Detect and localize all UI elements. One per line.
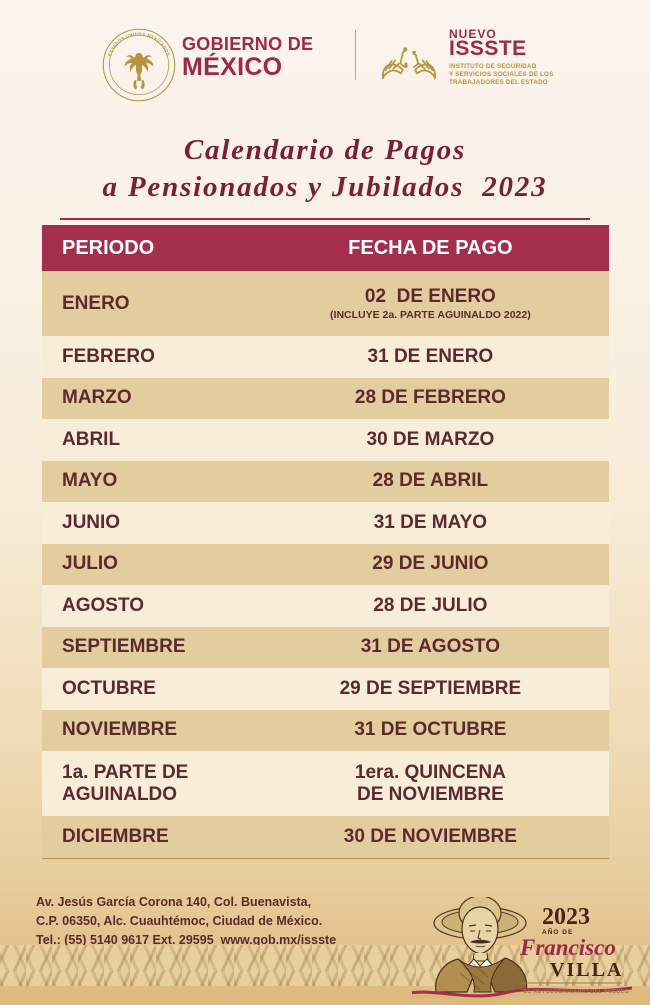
svg-text:VILLA: VILLA (550, 959, 623, 981)
svg-text:2023: 2023 (542, 904, 590, 930)
svg-text:Francisco: Francisco (519, 935, 616, 960)
svg-text:EL REVOLUCIONARIO DEL PUEBLO: EL REVOLUCIONARIO DEL PUEBLO (524, 989, 629, 995)
